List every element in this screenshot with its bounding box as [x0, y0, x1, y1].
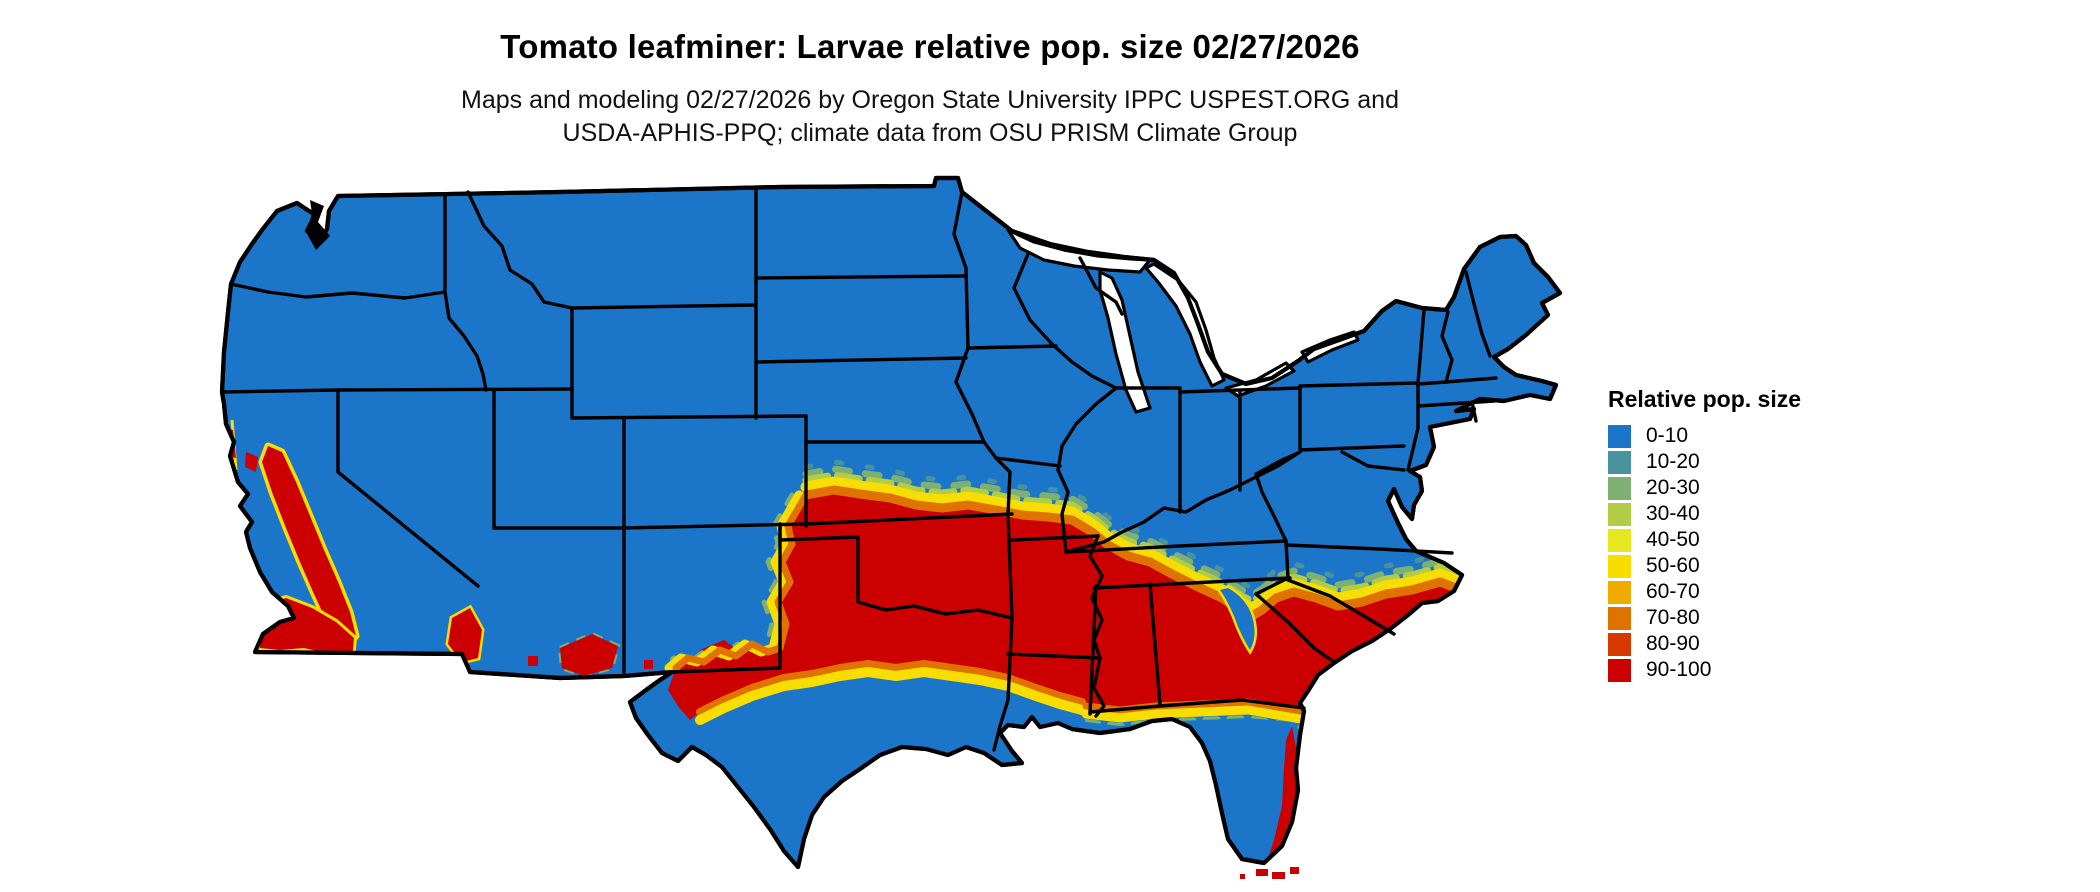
- legend-item: 60-70: [1608, 579, 1801, 605]
- legend-item: 70-80: [1608, 605, 1801, 631]
- legend-label: 40-50: [1646, 528, 1700, 551]
- figure-title: Tomato leafminer: Larvae relative pop. s…: [500, 28, 1360, 65]
- legend-label: 10-20: [1646, 450, 1700, 473]
- legend-swatch: [1608, 606, 1631, 630]
- great-lakes: [1006, 228, 1360, 414]
- figure-subtitle: Maps and modeling 02/27/2026 by Oregon S…: [0, 84, 1860, 150]
- florida-keys-dots: [1240, 867, 1299, 879]
- legend-item: 30-40: [1608, 501, 1801, 527]
- legend-label: 70-80: [1646, 606, 1700, 629]
- appalachian-low-tongue: [1215, 585, 1258, 655]
- legend-swatch: [1608, 580, 1631, 604]
- legend-title: Relative pop. size: [1608, 386, 1802, 412]
- legend-items: 0-10 10-20 20-30 30-40 40-50 50-60: [1608, 423, 1801, 683]
- west-transition-band: [659, 490, 810, 673]
- legend-swatch: [1608, 528, 1631, 552]
- subtitle-line-1: Maps and modeling 02/27/2026 by Oregon S…: [461, 86, 1399, 114]
- us-outline: [219, 175, 1563, 870]
- legend-item: 20-30: [1608, 475, 1801, 501]
- legend-item: 0-10: [1608, 423, 1801, 449]
- legend-swatch: [1608, 632, 1631, 656]
- legend-item: 10-20: [1608, 449, 1801, 475]
- legend-label: 20-30: [1646, 476, 1700, 499]
- lake-michigan: [1098, 270, 1152, 414]
- legend-swatch: [1608, 502, 1631, 526]
- legend-swatch: [1608, 450, 1631, 474]
- legend-item: 40-50: [1608, 527, 1801, 553]
- legend-swatch: [1608, 658, 1631, 682]
- legend-label: 30-40: [1646, 502, 1700, 525]
- subtitle-line-2: USDA-APHIS-PPQ; climate data from OSU PR…: [562, 119, 1298, 147]
- legend-item: 50-60: [1608, 553, 1801, 579]
- lake-huron: [1144, 262, 1226, 388]
- legend-label: 50-60: [1646, 554, 1700, 577]
- state-borders: [220, 188, 1498, 752]
- legend: Relative pop. size 0-10 10-20 20-30 30-4…: [1608, 386, 1801, 683]
- legend-label: 90-100: [1646, 658, 1712, 681]
- legend-label: 0-10: [1646, 424, 1689, 447]
- legend-swatch: [1608, 476, 1631, 500]
- legend-label: 60-70: [1646, 580, 1700, 603]
- lake-superior: [1006, 228, 1152, 274]
- legend-item: 80-90: [1608, 631, 1801, 657]
- legend-swatch: [1608, 424, 1631, 448]
- legend-swatch: [1608, 554, 1631, 578]
- legend-item: 90-100: [1608, 657, 1801, 683]
- legend-label: 80-90: [1646, 632, 1700, 655]
